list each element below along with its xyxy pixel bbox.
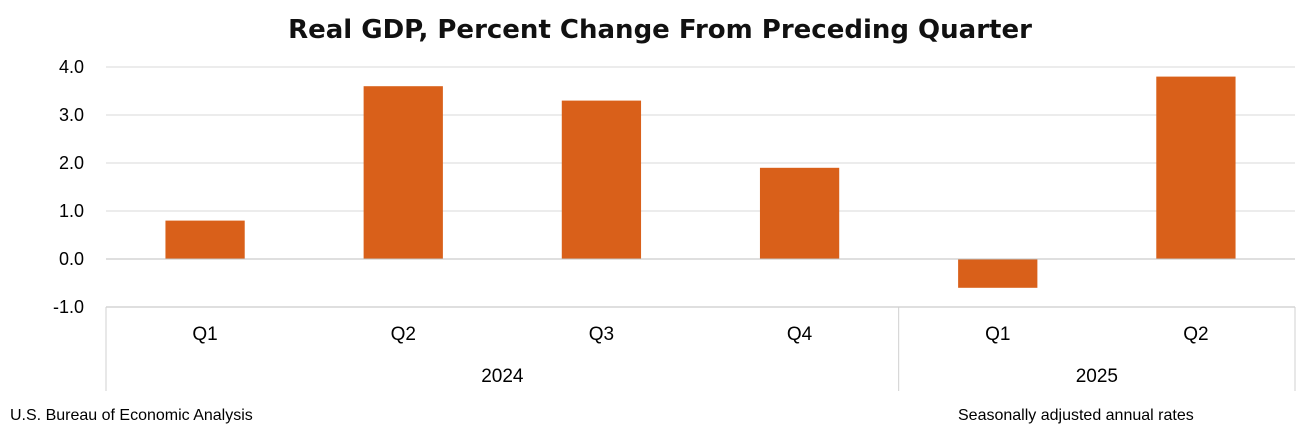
y-tick-label: 1.0 — [59, 201, 84, 221]
rates-note: Seasonally adjusted annual rates — [958, 407, 1194, 424]
bars — [165, 76, 1236, 288]
bar — [561, 100, 642, 259]
x-group-label: 2025 — [1076, 366, 1118, 387]
y-tick-label: 3.0 — [59, 105, 84, 125]
y-tick-label: 2.0 — [59, 153, 84, 173]
y-axis-tick-labels: 4.0 3.0 2.0 1.0 0.0 -1.0 — [53, 57, 84, 317]
x-category-label: Q1 — [985, 324, 1010, 345]
gridlines — [106, 66, 1295, 308]
bar — [1156, 76, 1236, 259]
bar — [363, 86, 443, 259]
bar — [759, 167, 840, 259]
x-category-label: Q2 — [1183, 324, 1208, 345]
x-category-label: Q1 — [192, 324, 217, 345]
x-axis — [105, 258, 1296, 391]
bar — [958, 259, 1038, 288]
x-category-label: Q4 — [787, 324, 813, 345]
x-axis-category-labels: Q1 Q2 Q3 Q4 Q1 Q2 — [192, 324, 1208, 345]
chart-title: Real GDP, Percent Change From Preceding … — [288, 15, 1032, 45]
x-group-label: 2024 — [481, 366, 524, 387]
x-axis-year-labels: 2024 2025 — [481, 366, 1118, 387]
x-category-label: Q2 — [391, 324, 416, 345]
y-tick-label: 0.0 — [59, 249, 84, 269]
bar — [165, 220, 245, 259]
source-note: U.S. Bureau of Economic Analysis — [10, 407, 253, 424]
y-tick-label: -1.0 — [53, 297, 84, 317]
x-category-label: Q3 — [589, 324, 614, 345]
y-tick-label: 4.0 — [59, 57, 84, 77]
